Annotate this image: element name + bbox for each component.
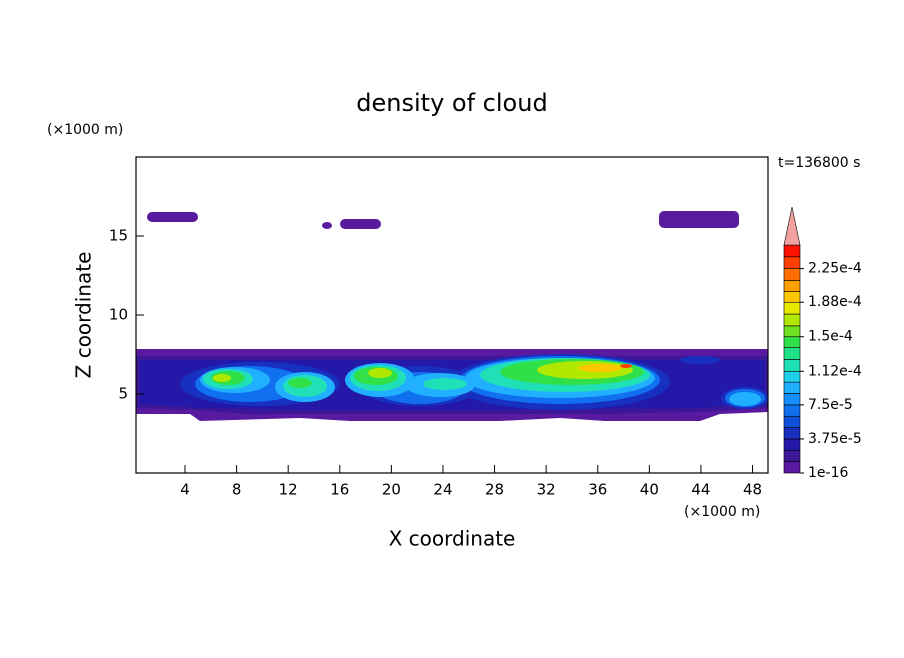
colorbar-box xyxy=(783,336,801,348)
contour-region xyxy=(368,368,392,378)
colorbar-over xyxy=(783,206,801,246)
colorbar-box xyxy=(783,301,801,315)
colorbar-label: 1.5e-4 xyxy=(808,329,853,345)
colorbar-box xyxy=(783,381,801,394)
colorbar-box xyxy=(783,325,801,338)
x-tick-label: 20 xyxy=(382,481,401,499)
colorbar-label: 3.75e-5 xyxy=(808,431,862,447)
y-tick-label: 15 xyxy=(109,227,128,245)
contour-region xyxy=(322,222,332,229)
contour-field xyxy=(136,211,768,421)
colorbar-box xyxy=(783,347,801,360)
colorbar-box xyxy=(783,244,801,258)
x-tick-label: 36 xyxy=(588,481,607,499)
y-unit: (×1000 m) xyxy=(47,122,123,138)
contour-region xyxy=(213,374,231,382)
contour-region xyxy=(147,212,198,222)
contour-region xyxy=(680,356,720,364)
x-tick-label: 4 xyxy=(180,481,190,499)
contour-region xyxy=(423,378,467,390)
colorbar-box xyxy=(783,313,801,327)
contour-region xyxy=(729,392,761,406)
colorbar-box xyxy=(783,370,801,383)
colorbar-box xyxy=(783,359,801,372)
contour-region xyxy=(340,219,381,229)
x-tick-label: 28 xyxy=(485,481,504,499)
colorbar-label: 1.12e-4 xyxy=(808,363,862,379)
y-tick-label: 10 xyxy=(109,306,128,324)
colorbar-box xyxy=(783,404,801,417)
colorbar-box xyxy=(783,427,801,440)
contour-region xyxy=(288,378,312,388)
colorbar-box xyxy=(783,280,801,292)
contour-region xyxy=(659,211,739,228)
plot-frame xyxy=(135,156,769,474)
x-tick-label: 8 xyxy=(232,481,242,499)
colorbar-box xyxy=(783,393,801,406)
x-tick-label: 32 xyxy=(537,481,556,499)
y-axis-label: Z coordinate xyxy=(72,252,96,379)
colorbar-box xyxy=(783,461,801,474)
x-tick-label: 48 xyxy=(743,481,762,499)
x-tick-label: 44 xyxy=(691,481,710,499)
contour-region xyxy=(578,364,622,372)
x-tick-label: 40 xyxy=(640,481,659,499)
colorbar-label: 2.25e-4 xyxy=(808,261,862,277)
x-axis-label: X coordinate xyxy=(389,527,516,551)
chart-title: density of cloud xyxy=(356,89,547,117)
x-tick-label: 24 xyxy=(433,481,452,499)
x-tick-label: 16 xyxy=(330,481,349,499)
colorbar-box xyxy=(783,256,801,269)
contour-region xyxy=(620,364,632,368)
colorbar-label: 1e-16 xyxy=(808,465,848,481)
x-tick-label: 12 xyxy=(279,481,298,499)
annotation: t=136800 s xyxy=(778,155,860,171)
colorbar-box xyxy=(783,291,801,303)
colorbar-label: 1.88e-4 xyxy=(808,294,862,310)
colorbar-label: 7.5e-5 xyxy=(808,397,853,413)
y-tick-label: 5 xyxy=(118,385,128,403)
colorbar-box xyxy=(783,449,801,462)
x-unit: (×1000 m) xyxy=(684,504,760,520)
colorbar-box xyxy=(783,415,801,428)
colorbar-box xyxy=(783,438,801,451)
colorbar-box xyxy=(783,268,801,281)
